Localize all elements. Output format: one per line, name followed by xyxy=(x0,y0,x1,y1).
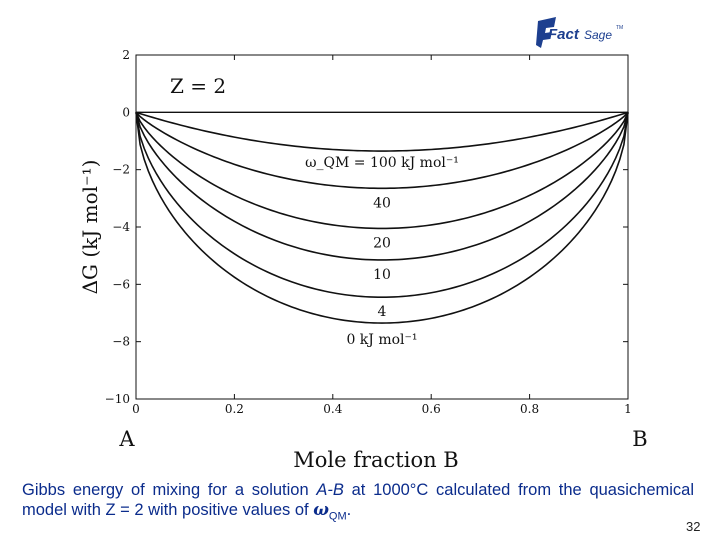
z-annotation: Z = 2 xyxy=(170,74,226,98)
factsage-logo: Fact Sage TM xyxy=(536,17,623,48)
curve-label-0: 0 kJ mol⁻¹ xyxy=(346,332,417,348)
y-tick-label: −8 xyxy=(112,335,130,349)
x-tick-label: 1 xyxy=(624,402,632,416)
x-tick-label: 0 xyxy=(132,402,140,416)
x-axis-label: Mole fraction B xyxy=(293,448,459,472)
x-tick-label: 0.8 xyxy=(520,402,539,416)
curve-omega-0 xyxy=(135,112,629,324)
curve-omega-4 xyxy=(135,112,629,299)
curve-label-20: 20 xyxy=(373,235,391,251)
curve-label-4: 4 xyxy=(378,304,387,320)
caption-solution: A-B xyxy=(316,481,344,499)
logo-text-sage: Sage xyxy=(584,28,612,42)
curve-omega-10 xyxy=(135,112,629,261)
y-tick-label: −2 xyxy=(112,163,130,177)
logo-text-fact: Fact xyxy=(548,26,580,43)
caption-text-3: . xyxy=(346,501,352,519)
slide-number: 32 xyxy=(686,519,701,534)
ticks-group: 0 0.2 0.4 0.6 0.8 120−2−4−6−8−10 xyxy=(105,48,632,416)
curve-label-100: ω_QM = 100 kJ mol⁻¹ xyxy=(305,155,459,171)
y-axis-label: ΔG (kJ mol⁻¹) xyxy=(78,160,102,295)
x-tick-label: 0.6 xyxy=(422,402,441,416)
curves-group: ω_QM = 100 kJ mol⁻¹ 40 20 10 4 0 kJ mol⁻¹ xyxy=(135,111,629,348)
plot-frame xyxy=(135,54,629,400)
caption-text-1: Gibbs energy of mixing for a solution xyxy=(22,481,317,499)
caption-omega: ω xyxy=(313,500,329,519)
curve-omega-40 xyxy=(135,111,629,190)
y-tick-label: 2 xyxy=(122,48,130,62)
curve-omega-20 xyxy=(135,111,629,230)
curve-omega-100 xyxy=(135,111,629,152)
logo-mark-icon xyxy=(536,17,556,48)
logo-trademark: TM xyxy=(616,25,623,31)
y-tick-label: −4 xyxy=(112,220,130,234)
component-a-label: A xyxy=(118,427,135,451)
figure-caption: Gibbs energy of mixing for a solution A-… xyxy=(22,481,694,526)
x-tick-label: 0.2 xyxy=(225,402,244,416)
x-tick-label: 0.4 xyxy=(323,402,342,416)
y-tick-label: −10 xyxy=(105,392,130,406)
caption-omega-subscript: QM xyxy=(328,510,347,523)
y-tick-label: 0 xyxy=(122,105,130,119)
component-b-label: B xyxy=(632,427,647,451)
curve-label-10: 10 xyxy=(373,267,391,283)
caption-text-2: at 1000°C calculated from the quasichemi… xyxy=(22,481,695,519)
y-tick-label: −6 xyxy=(112,277,130,291)
curve-label-40: 40 xyxy=(373,195,391,211)
